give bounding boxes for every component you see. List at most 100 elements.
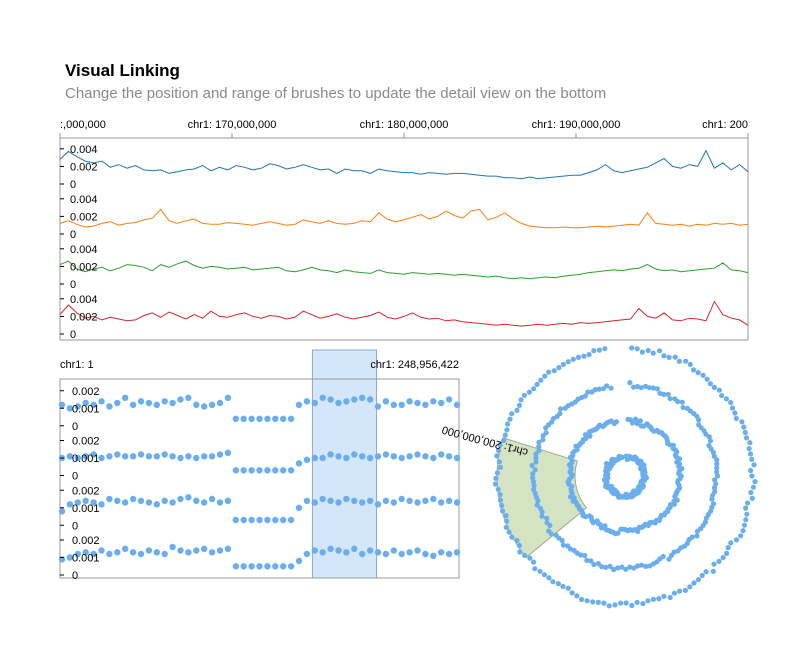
- circular-point: [711, 561, 717, 567]
- circular-point: [503, 524, 509, 531]
- circular-point: [494, 470, 500, 476]
- overview-point: [208, 453, 216, 460]
- circular-point: [743, 505, 749, 511]
- circular-point: [613, 419, 620, 425]
- overview-point: [430, 495, 437, 503]
- overview-point: [232, 563, 239, 570]
- overview-point: [366, 497, 374, 504]
- circular-point: [634, 346, 640, 352]
- circular-point: [587, 433, 593, 439]
- overview-point: [422, 453, 429, 460]
- overview-point: [398, 495, 405, 503]
- detail-view: :,000,000 chr1: 170,000,000 chr1: 180,000,…: [59, 119, 749, 341]
- circular-point: [514, 407, 520, 413]
- overview-point: [366, 454, 374, 462]
- circular-point: [694, 533, 700, 539]
- overview-point: [137, 550, 145, 558]
- circular-point: [646, 385, 653, 391]
- overview-point: [232, 516, 239, 524]
- overview-point: [153, 401, 160, 408]
- overview-point: [145, 453, 153, 460]
- overview-point: [406, 453, 413, 460]
- circular-point: [706, 434, 712, 440]
- circular-point: [600, 386, 606, 392]
- circular-point: [506, 529, 512, 535]
- circular-point: [497, 492, 503, 498]
- circular-point: [615, 565, 621, 571]
- circular-point: [596, 347, 603, 353]
- circular-point: [532, 467, 538, 473]
- overview-track-2: 0.002 0.001 0: [58, 436, 461, 483]
- circular-point: [749, 456, 755, 462]
- overview-point: [438, 549, 445, 556]
- circular-point: [595, 561, 602, 567]
- circular-point: [711, 384, 718, 390]
- overview-point: [438, 399, 445, 407]
- overview-point: [216, 499, 224, 506]
- overview-point: [74, 499, 82, 506]
- overview-point: [382, 451, 390, 458]
- overview-point: [74, 454, 82, 462]
- circular-point: [645, 347, 651, 354]
- linear-brush[interactable]: [311, 349, 378, 579]
- overview-point: [129, 495, 137, 503]
- overview-point: [319, 495, 326, 503]
- circular-point: [675, 548, 681, 554]
- circular-point: [709, 496, 715, 502]
- overview-point: [295, 504, 303, 511]
- circular-point: [607, 563, 613, 570]
- circular-point: [707, 438, 714, 444]
- circular-point: [725, 545, 731, 551]
- overview-point: [343, 495, 350, 503]
- overview-point: [287, 516, 295, 524]
- overview-point: [177, 396, 184, 403]
- circular-tick-label: chr1: 200,000,000: [441, 423, 530, 458]
- overview-point: [390, 453, 397, 460]
- detail-track-3: 0.004 0.002 0: [59, 244, 749, 291]
- overview-point: [161, 497, 168, 504]
- overview-point: [287, 415, 295, 422]
- circular-point: [714, 469, 720, 475]
- circular-point: [581, 353, 587, 359]
- overview-point: [145, 547, 153, 554]
- circular-point: [496, 459, 502, 465]
- overview-point: [193, 454, 200, 462]
- circular-track-4: [601, 453, 650, 500]
- overview-point: [58, 401, 66, 408]
- overview-point: [295, 557, 303, 565]
- circular-point: [661, 353, 667, 359]
- overview-point: [106, 495, 113, 503]
- circular-point: [680, 404, 686, 411]
- circular-point: [656, 596, 662, 602]
- overview-point: [122, 453, 129, 460]
- overview-track-4: 0.002 0.001 0: [58, 535, 461, 582]
- circular-point: [504, 427, 510, 433]
- circular-point: [599, 564, 605, 570]
- circular-point: [618, 526, 624, 532]
- overview-point: [280, 516, 287, 524]
- overview-y-tick-label: 0.001: [72, 453, 100, 465]
- overview-point: [106, 453, 113, 460]
- overview-point: [366, 547, 374, 554]
- circular-point: [582, 432, 589, 438]
- circular-point: [604, 383, 610, 389]
- overview-point: [256, 563, 263, 570]
- overview-point: [445, 497, 453, 504]
- overview-point: [374, 453, 382, 460]
- circular-point: [711, 485, 718, 491]
- overview-point: [208, 401, 216, 408]
- overview-point: [430, 552, 437, 559]
- overview-point: [66, 405, 74, 412]
- circular-point: [741, 522, 748, 528]
- circular-point: [700, 372, 706, 378]
- overview-point: [169, 543, 176, 551]
- overview-point: [272, 516, 279, 524]
- circular-point: [630, 384, 637, 390]
- circular-point: [745, 500, 751, 506]
- circular-point: [518, 397, 524, 403]
- circular-point: [514, 537, 520, 544]
- circular-point: [585, 389, 591, 395]
- overview-point: [137, 398, 145, 405]
- circular-point: [704, 376, 710, 382]
